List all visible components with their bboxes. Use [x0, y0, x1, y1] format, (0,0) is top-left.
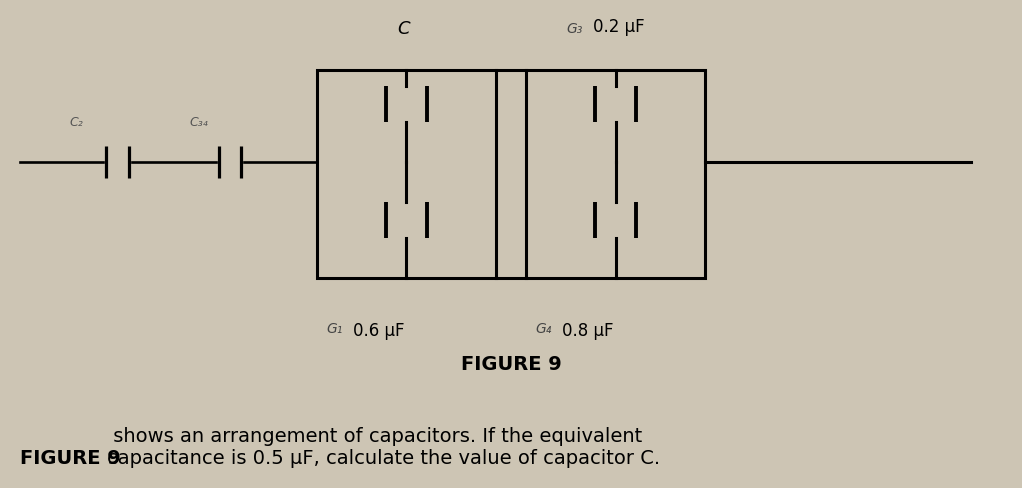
- Bar: [317, 70, 496, 278]
- Text: C: C: [398, 20, 410, 38]
- Text: FIGURE 9: FIGURE 9: [461, 355, 561, 374]
- Text: G₄: G₄: [536, 322, 552, 336]
- Text: C₂: C₂: [69, 116, 84, 129]
- Text: shows an arrangement of capacitors. If the equivalent
capacitance is 0.5 μF, cal: shows an arrangement of capacitors. If t…: [107, 427, 660, 468]
- Text: 0.2 μF: 0.2 μF: [593, 18, 645, 36]
- Text: C₃₄: C₃₄: [190, 116, 208, 129]
- Text: 0.8 μF: 0.8 μF: [562, 322, 613, 340]
- Bar: [526, 70, 705, 278]
- Text: FIGURE 9: FIGURE 9: [20, 449, 122, 468]
- Text: G₁: G₁: [326, 322, 342, 336]
- Text: 0.6 μF: 0.6 μF: [353, 322, 404, 340]
- Text: G₃: G₃: [566, 22, 583, 36]
